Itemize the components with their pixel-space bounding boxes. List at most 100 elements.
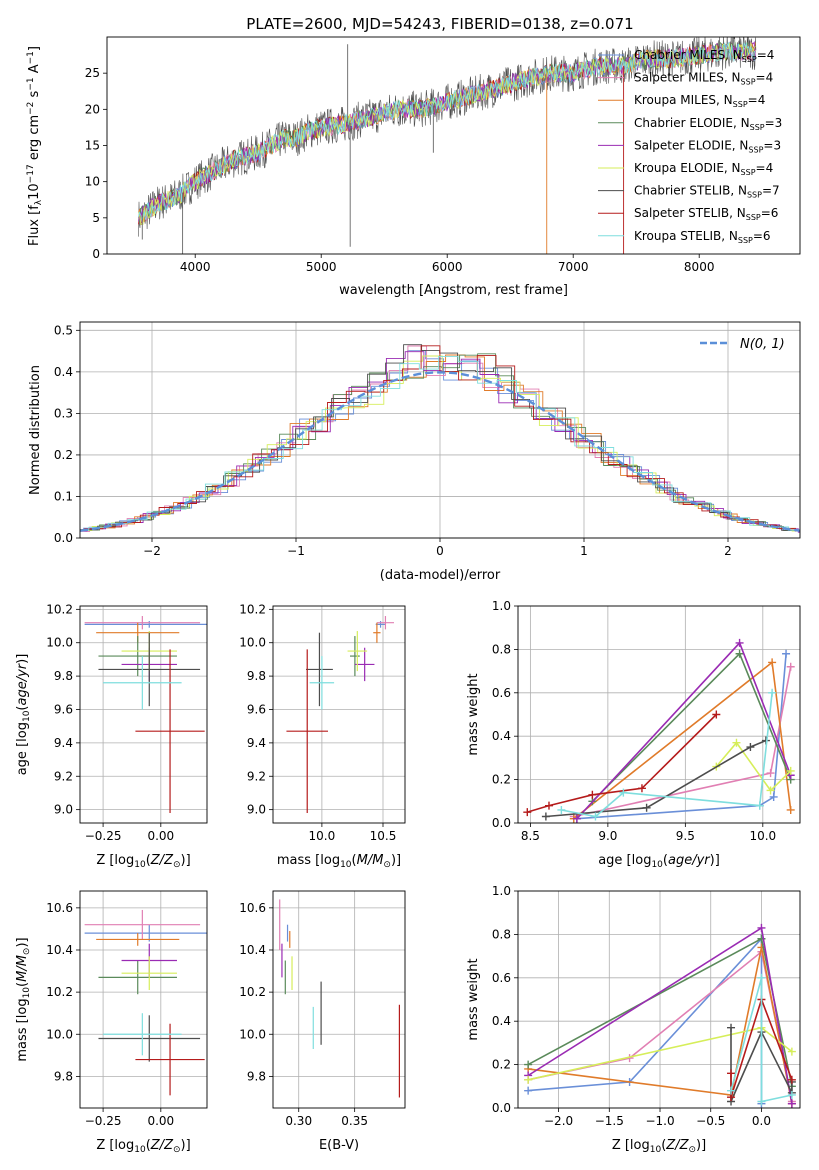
weight-marker (557, 805, 566, 814)
weight-marker (755, 801, 764, 810)
y-axis-label: mass weight (466, 673, 481, 755)
x-tick-label: −2.0 (544, 1114, 573, 1128)
legend-label: Salpeter ELODIE, NSSP=3 (634, 138, 781, 154)
spectrum-line (138, 42, 756, 223)
y-tick-label: 0.8 (492, 927, 511, 941)
weight-marker (588, 790, 597, 799)
weight-marker (619, 788, 628, 797)
weight-marker (786, 766, 795, 775)
axes-frame (106, 36, 801, 255)
weight-marker (524, 1075, 533, 1084)
y-axis-label: Flux [fλ10−17 erg cm−2 s−1 A−1] (26, 46, 44, 246)
axes-frame (517, 605, 801, 824)
y-tick-label: 9.8 (54, 669, 73, 683)
weight-marker (524, 1086, 533, 1095)
y-tick-label: 5 (92, 211, 100, 225)
x-axis-label: E(B-V) (319, 1138, 359, 1153)
panel-residuals: −2 −1 0 1 2 0.0 0.1 0.2 0.3 0.4 0.5 (data-model)/er… (28, 321, 801, 583)
weight-marker (735, 638, 744, 647)
y-tick-label: 9.8 (54, 1069, 73, 1083)
weight-marker (768, 658, 777, 667)
y-tick-label: 10.4 (239, 943, 266, 957)
axes-frame (79, 605, 208, 824)
y-tick-label: 0.5 (54, 323, 73, 337)
weight-marker (735, 649, 744, 658)
y-tick-label: 10.2 (239, 602, 266, 616)
weight-line (730, 997, 793, 1098)
histogram-series (80, 351, 800, 533)
weight-line (545, 739, 767, 818)
histogram-series (80, 354, 800, 532)
y-tick-label: 9.2 (247, 769, 266, 783)
y-tick-label: 0.0 (54, 531, 73, 545)
y-tick-label: 1.0 (492, 884, 511, 898)
y-tick-label: 1.0 (492, 599, 511, 613)
y-tick-label: 0.4 (492, 729, 511, 743)
x-axis-label: wavelength [Angstrom, rest frame] (339, 283, 568, 298)
x-tick-label: 1 (580, 544, 588, 558)
x-axis-label: Z [log10(Z/Z⊙)] (96, 1138, 190, 1155)
panel-age-vs-mass: 10.0 10.5 9.0 9.2 9.4 9.6 9.8 10.0 10.2 mass [log… (239, 602, 406, 870)
legend-label: Kroupa MILES, NSSP=4 (634, 93, 765, 109)
x-tick-label: −0.25 (85, 1114, 122, 1128)
histogram-series (84, 345, 800, 532)
y-tick-label: 10 (85, 175, 100, 189)
panel-weight-vs-Z: −2.0 −1.5 −1.0 −0.5 0.0 0.0 0.2 0.4 0.6 0.8 1.0 Z [… (466, 884, 801, 1155)
y-tick-label: 15 (85, 139, 100, 153)
y-tick-label: 0.0 (492, 816, 511, 830)
panel-mass-vs-Z: −0.25 0.00 9.8 10.0 10.2 10.4 10.6 Z [log10(Z/Z… (15, 890, 208, 1155)
y-tick-label: 0.6 (492, 971, 511, 985)
plot-area (80, 344, 800, 533)
y-tick-label: 10.0 (46, 636, 73, 650)
x-tick-label: 8.5 (521, 829, 540, 843)
panel-mass-vs-ebv: 0.30 0.35 9.8 10.0 10.2 10.4 10.6 E(B-V) (239, 890, 406, 1153)
x-tick-label: −0.5 (696, 1114, 725, 1128)
x-tick-label: 10.0 (309, 829, 336, 843)
weight-marker (757, 973, 766, 982)
x-tick-label: 2 (724, 544, 732, 558)
y-tick-label: 0.6 (492, 686, 511, 700)
y-axis-label: mass [log10(M/M⊙)] (15, 937, 32, 1061)
y-tick-label: 10.6 (46, 901, 73, 915)
plot-area (524, 923, 796, 1108)
panel-spectrum: 4000 5000 6000 7000 8000 0 5 10 15 20 25 wavelength… (26, 36, 801, 298)
legend-label: Salpeter MILES, NSSP=4 (634, 71, 773, 87)
x-axis-label: Z [log10(Z/Z⊙)] (96, 853, 190, 870)
y-tick-label: 10.4 (46, 943, 73, 957)
y-tick-label: 9.2 (54, 769, 73, 783)
y-axis-label: age [log10(age/yr)] (15, 654, 32, 776)
plot-area (523, 638, 795, 823)
weight-marker (787, 1090, 796, 1099)
x-tick-label: 7000 (558, 260, 589, 274)
y-tick-label: 9.0 (54, 803, 73, 817)
x-tick-label: 0.00 (147, 1114, 174, 1128)
weight-line (730, 977, 793, 1103)
y-tick-label: 9.4 (54, 736, 73, 750)
y-tick-label: 9.6 (54, 702, 73, 716)
legend-label: N(0, 1) (740, 337, 785, 352)
weight-marker (732, 738, 741, 747)
x-axis-label: Z [log10(Z/Z⊙)] (612, 1138, 706, 1155)
weight-marker (787, 1047, 796, 1056)
weight-marker (782, 649, 791, 658)
y-tick-label: 9.8 (247, 1069, 266, 1083)
y-tick-label: 0.2 (492, 1058, 511, 1072)
weight-marker (766, 769, 775, 778)
y-tick-label: 0.2 (492, 773, 511, 787)
x-tick-label: −1.0 (645, 1114, 674, 1128)
weight-marker (787, 1099, 796, 1108)
x-tick-label: −1.5 (595, 1114, 624, 1128)
legend-label: Kroupa STELIB, NSSP=6 (634, 229, 771, 245)
weight-line (573, 660, 792, 820)
y-tick-label: 10.0 (46, 1027, 73, 1041)
legend-label: Kroupa ELODIE, NSSP=4 (634, 161, 773, 177)
y-tick-label: 0.4 (54, 365, 73, 379)
weight-marker (544, 801, 553, 810)
weight-line (715, 741, 792, 792)
weight-marker (572, 814, 581, 823)
x-tick-label: −0.25 (85, 829, 122, 843)
y-tick-label: 10.2 (239, 985, 266, 999)
x-tick-label: 10.5 (370, 829, 397, 843)
y-tick-label: 10.0 (239, 1027, 266, 1041)
